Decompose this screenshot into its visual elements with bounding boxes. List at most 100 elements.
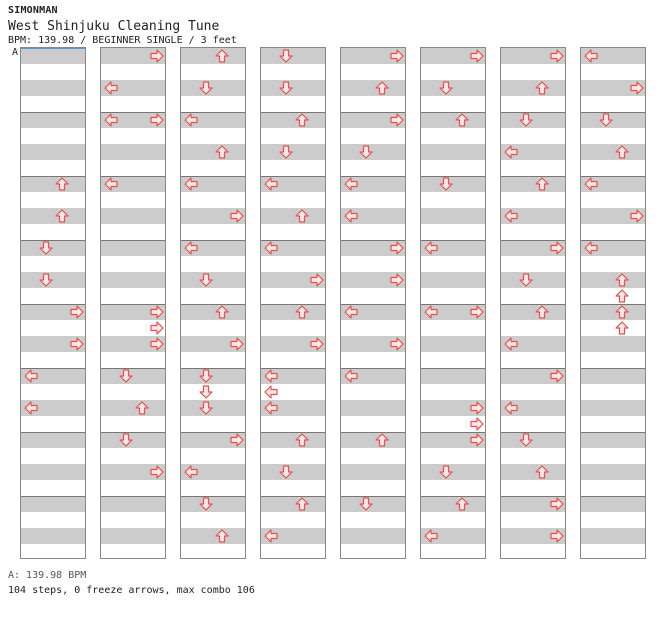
right-arrow-icon: [390, 113, 404, 127]
measure-line: [341, 432, 405, 433]
down-arrow-icon: [199, 81, 213, 95]
beat-band: [261, 80, 325, 96]
right-arrow-icon: [470, 417, 484, 431]
measure-line: [261, 112, 325, 113]
measure-line: [581, 112, 645, 113]
beat-band: [501, 432, 565, 448]
beat-band: [341, 464, 405, 480]
beat-band: [21, 272, 85, 288]
song-title: West Shinjuku Cleaning Tune: [8, 19, 220, 34]
bpm-change-line: [21, 48, 85, 49]
right-arrow-icon: [630, 81, 644, 95]
beat-band: [341, 400, 405, 416]
right-arrow-icon: [470, 433, 484, 447]
beat-band: [21, 176, 85, 192]
measure-line: [341, 240, 405, 241]
measure-line: [581, 432, 645, 433]
up-arrow-icon: [615, 305, 629, 319]
beat-band: [21, 48, 85, 64]
left-arrow-icon: [184, 177, 198, 191]
beat-band: [421, 336, 485, 352]
up-arrow-icon: [615, 289, 629, 303]
beat-band: [101, 432, 165, 448]
down-arrow-icon: [199, 497, 213, 511]
chart-stats: 104 steps, 0 freeze arrows, max combo 10…: [8, 585, 255, 596]
beat-band: [21, 208, 85, 224]
left-arrow-icon: [504, 209, 518, 223]
right-arrow-icon: [550, 369, 564, 383]
beat-band: [101, 496, 165, 512]
beat-band: [501, 496, 565, 512]
measure-line: [421, 368, 485, 369]
beat-band: [421, 176, 485, 192]
right-arrow-icon: [310, 273, 324, 287]
beat-band: [581, 336, 645, 352]
beat-band: [181, 528, 245, 544]
measure-line: [421, 176, 485, 177]
down-arrow-icon: [279, 145, 293, 159]
beat-band: [181, 336, 245, 352]
beat-band: [421, 496, 485, 512]
measure-line: [21, 112, 85, 113]
down-arrow-icon: [39, 241, 53, 255]
measure-line: [261, 176, 325, 177]
measure-line: [21, 496, 85, 497]
up-arrow-icon: [295, 433, 309, 447]
beat-band: [581, 496, 645, 512]
beat-band: [501, 528, 565, 544]
left-arrow-icon: [264, 241, 278, 255]
beat-band: [501, 208, 565, 224]
left-arrow-icon: [104, 113, 118, 127]
down-arrow-icon: [519, 113, 533, 127]
down-arrow-icon: [359, 145, 373, 159]
measure-line: [501, 240, 565, 241]
beat-band: [21, 400, 85, 416]
beat-band: [421, 464, 485, 480]
chart-column-3: [180, 47, 246, 559]
beat-band: [421, 368, 485, 384]
down-arrow-icon: [439, 177, 453, 191]
measure-line: [181, 368, 245, 369]
beat-band: [581, 400, 645, 416]
left-arrow-icon: [424, 305, 438, 319]
beat-band: [581, 432, 645, 448]
right-arrow-icon: [550, 497, 564, 511]
beat-band: [261, 368, 325, 384]
left-arrow-icon: [344, 369, 358, 383]
beat-band: [341, 336, 405, 352]
beat-band: [101, 336, 165, 352]
measure-line: [421, 432, 485, 433]
beat-band: [181, 80, 245, 96]
beat-band: [501, 464, 565, 480]
beat-band: [581, 304, 645, 320]
measure-line: [21, 432, 85, 433]
left-arrow-icon: [344, 305, 358, 319]
beat-band: [501, 80, 565, 96]
beat-band: [261, 464, 325, 480]
beat-band: [501, 144, 565, 160]
beat-band: [341, 304, 405, 320]
beat-band: [421, 144, 485, 160]
beat-band: [581, 464, 645, 480]
left-arrow-icon: [24, 369, 38, 383]
measure-line: [21, 176, 85, 177]
beat-band: [421, 304, 485, 320]
measure-line: [421, 240, 485, 241]
right-arrow-icon: [150, 321, 164, 335]
beat-band: [261, 48, 325, 64]
chart-column-2: [100, 47, 166, 559]
up-arrow-icon: [455, 113, 469, 127]
beat-band: [581, 80, 645, 96]
down-arrow-icon: [519, 433, 533, 447]
left-arrow-icon: [104, 81, 118, 95]
up-arrow-icon: [615, 321, 629, 335]
down-arrow-icon: [279, 465, 293, 479]
beat-band: [101, 272, 165, 288]
measure-line: [181, 432, 245, 433]
down-arrow-icon: [359, 497, 373, 511]
left-arrow-icon: [264, 177, 278, 191]
right-arrow-icon: [550, 49, 564, 63]
beat-band: [101, 176, 165, 192]
left-arrow-icon: [584, 49, 598, 63]
beat-band: [21, 336, 85, 352]
